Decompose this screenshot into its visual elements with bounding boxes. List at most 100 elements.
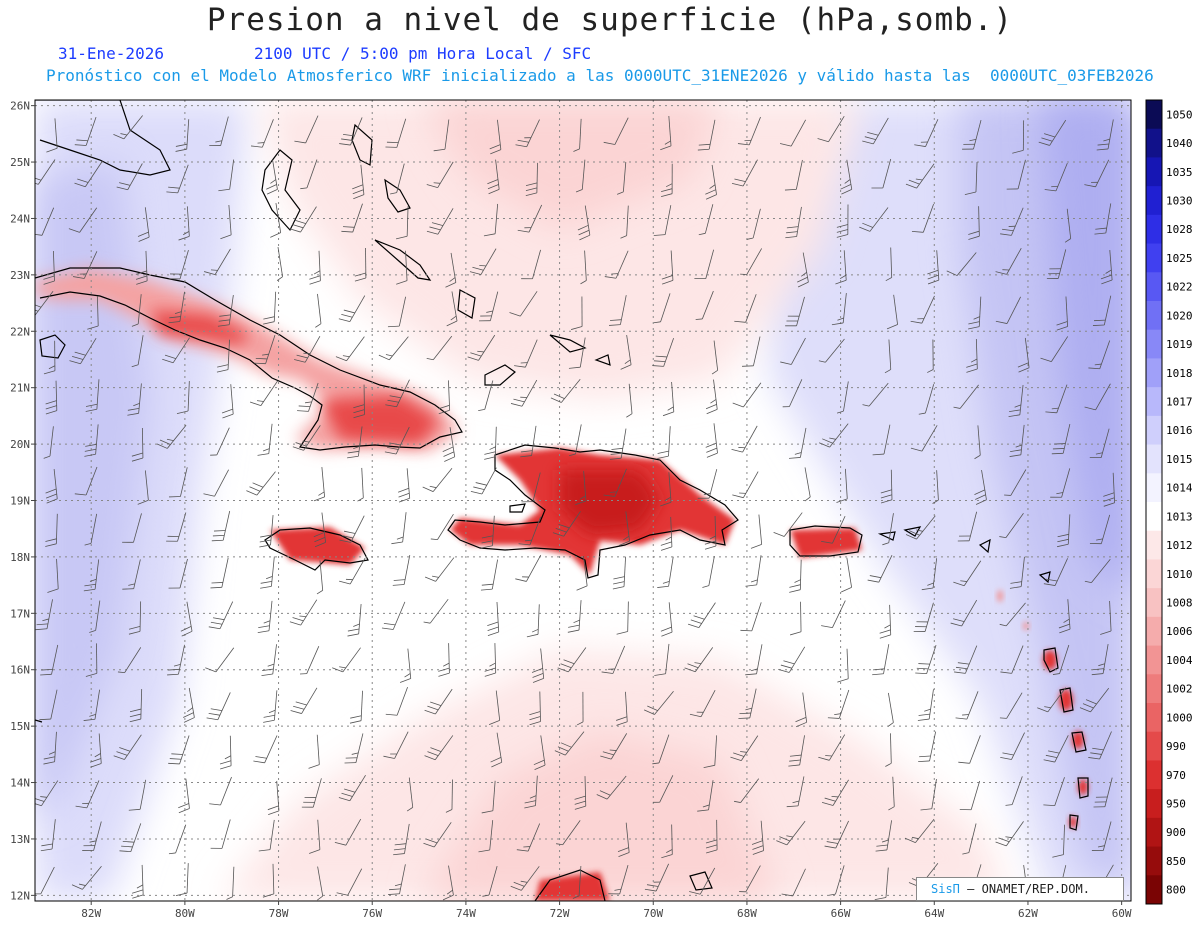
wind-barb xyxy=(300,159,318,190)
wind-barb xyxy=(784,159,803,191)
wind-barb xyxy=(85,643,98,677)
wind-barb xyxy=(263,291,277,325)
wind-barb xyxy=(788,735,805,767)
wind-barb xyxy=(644,863,670,892)
colorbar-swatch xyxy=(1146,846,1162,876)
wind-barb xyxy=(525,162,538,197)
wind-barb xyxy=(612,556,626,590)
colorbar-swatch xyxy=(1146,358,1162,388)
wind-barb xyxy=(515,119,540,148)
colorbar-label: 1013 xyxy=(1166,510,1193,523)
wind-barb xyxy=(872,424,891,456)
wind-barb xyxy=(334,818,362,846)
wind-barb xyxy=(575,470,587,506)
colorbar-swatch xyxy=(1146,387,1162,417)
colorbar-label: 1002 xyxy=(1166,683,1193,696)
wind-barb xyxy=(87,295,99,330)
lon-label: 72W xyxy=(550,907,570,920)
wind-barb xyxy=(695,290,714,320)
colorbar-label: 1035 xyxy=(1166,166,1193,179)
wind-barb xyxy=(478,380,494,412)
wind-barb xyxy=(601,645,626,674)
wind-barb xyxy=(135,250,148,285)
wind-barb xyxy=(259,515,274,548)
colorbar-swatch xyxy=(1146,128,1162,158)
wind-barb xyxy=(999,692,1023,719)
wind-barb xyxy=(603,117,629,145)
wind-barb xyxy=(652,337,674,367)
wind-barb xyxy=(517,204,543,233)
wind-barb xyxy=(487,159,500,195)
wind-barb xyxy=(964,162,978,196)
wind-barb xyxy=(204,248,231,276)
wind-barb xyxy=(773,512,803,537)
colorbar-label: 1010 xyxy=(1166,568,1193,581)
wind-barb xyxy=(885,733,892,767)
colorbar-label: 1018 xyxy=(1166,367,1193,380)
lon-label: 66W xyxy=(831,907,851,920)
wind-barb xyxy=(874,867,889,901)
wind-barb xyxy=(339,515,365,543)
lon-label: 60W xyxy=(1112,907,1132,920)
wind-barb xyxy=(734,294,757,323)
wind-barb xyxy=(836,381,849,414)
colorbar-swatch xyxy=(1146,616,1162,647)
wind-barb xyxy=(778,646,806,673)
wind-barb xyxy=(424,557,455,582)
wind-barb xyxy=(127,383,142,416)
wind-barb xyxy=(697,780,714,812)
wind-barb xyxy=(737,116,761,146)
wind-barb xyxy=(510,866,540,891)
wind-barb xyxy=(169,467,188,498)
lon-label: 80W xyxy=(175,907,195,920)
wind-barb xyxy=(1096,119,1114,151)
wind-barb xyxy=(913,602,934,632)
wind-barb xyxy=(442,427,456,462)
wind-barb xyxy=(576,556,588,591)
wind-barb xyxy=(128,601,142,635)
wind-barb xyxy=(1088,731,1112,760)
wind-barb xyxy=(352,164,365,200)
lat-label: 15N xyxy=(10,720,30,733)
wind-barb xyxy=(266,159,278,195)
wind-barb xyxy=(467,334,496,361)
forecast-date: 31-Ene-2026 xyxy=(58,44,164,63)
wind-barb xyxy=(426,335,453,361)
wind-barb xyxy=(879,604,892,639)
colorbar-label: 1004 xyxy=(1166,654,1193,667)
model-info: Pronóstico con el Modelo Atmosferico WRF… xyxy=(46,66,1154,85)
wind-barb xyxy=(746,208,761,240)
colorbar-swatch xyxy=(1146,875,1162,905)
wind-barb xyxy=(884,339,892,374)
wind-barb xyxy=(175,863,189,897)
colorbar-swatch xyxy=(1146,817,1162,848)
wind-barb xyxy=(166,164,189,194)
wind-barb xyxy=(732,471,759,499)
wind-barb xyxy=(490,732,503,768)
wind-barb xyxy=(338,774,366,802)
wind-barb xyxy=(526,604,540,638)
wind-barb xyxy=(426,208,454,235)
wind-barb xyxy=(697,469,718,499)
wind-barb xyxy=(203,469,229,497)
wind-barb xyxy=(210,819,231,849)
wind-barb xyxy=(392,554,411,586)
wind-barb xyxy=(836,204,849,238)
wind-barb xyxy=(1040,336,1069,362)
wind-barb xyxy=(1058,599,1071,634)
wind-barb xyxy=(911,203,934,233)
wind-barb xyxy=(82,821,102,851)
wind-barb xyxy=(580,250,587,285)
wind-barb xyxy=(520,425,537,458)
wind-barb xyxy=(745,644,763,676)
credit-box: SisΠ – ONAMET/REP.DOM. xyxy=(916,877,1124,901)
wind-barb xyxy=(385,379,410,408)
wind-barb xyxy=(168,291,185,324)
wind-barb xyxy=(515,554,542,582)
wind-barb xyxy=(257,600,273,634)
wind-barb xyxy=(953,560,982,587)
wind-barb xyxy=(776,820,806,846)
wind-barb xyxy=(1091,821,1112,851)
colorbar-label: 950 xyxy=(1166,798,1186,811)
lat-label: 23N xyxy=(10,269,30,282)
